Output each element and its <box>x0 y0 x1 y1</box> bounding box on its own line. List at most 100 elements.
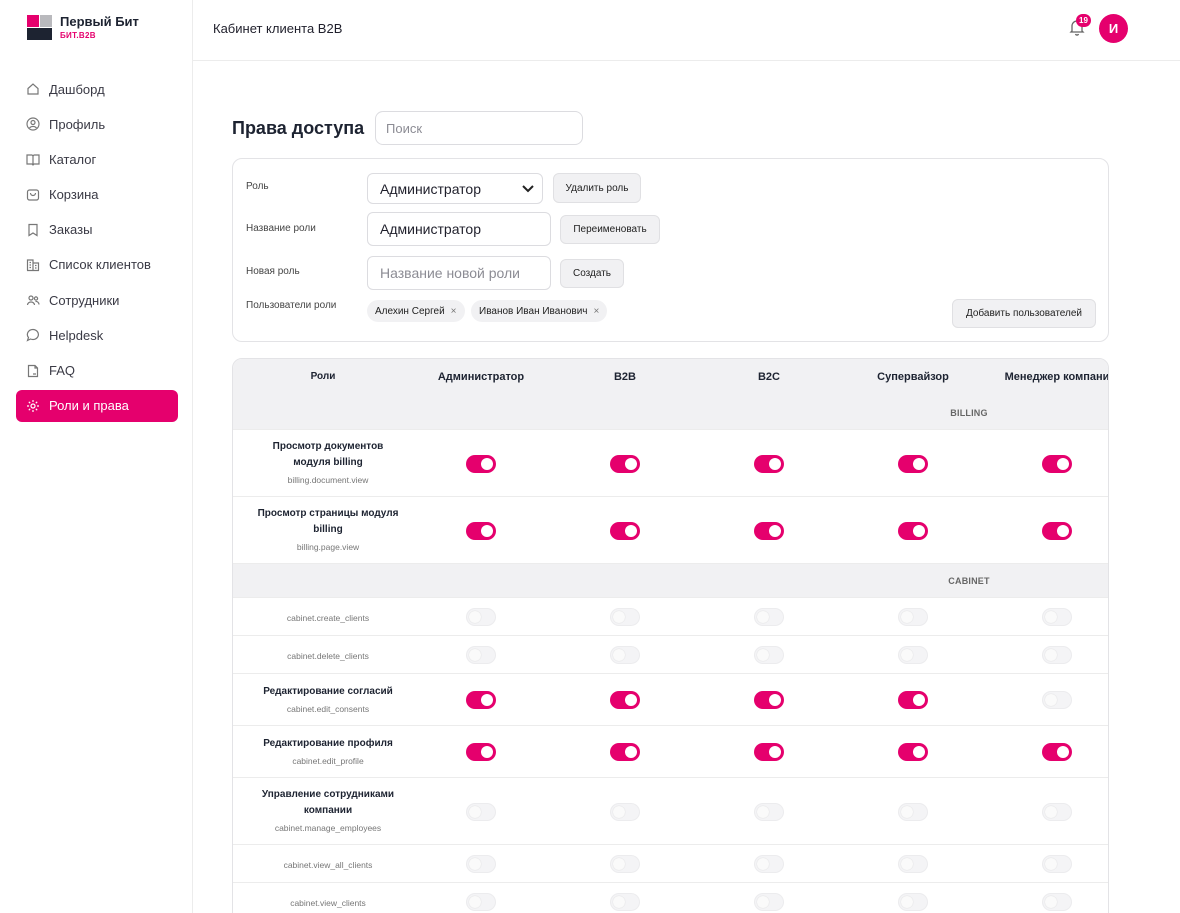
toggle-knob <box>901 858 913 870</box>
close-icon[interactable]: × <box>593 305 600 317</box>
table-row: Просмотр страницы модуля billing billing.… <box>233 497 1108 564</box>
permission-toggle[interactable] <box>610 855 640 873</box>
permission-toggle[interactable] <box>1042 522 1072 540</box>
permission-toggle[interactable] <box>754 691 784 709</box>
permission-toggle[interactable] <box>1042 743 1072 761</box>
permission-toggle[interactable] <box>754 646 784 664</box>
toggle-knob <box>757 611 769 623</box>
user-chip[interactable]: Иванов Иван Иванович × <box>471 300 608 322</box>
sidebar-item-catalog[interactable]: Каталог <box>16 143 178 175</box>
toggle-knob <box>481 458 493 470</box>
toggle-knob <box>469 896 481 908</box>
sidebar-item-cart[interactable]: Корзина <box>16 179 178 211</box>
permission-toggle[interactable] <box>466 455 496 473</box>
permission-toggle[interactable] <box>754 608 784 626</box>
permission-code: cabinet.edit_profile <box>292 756 364 766</box>
user-chip[interactable]: Алехин Сергей × <box>367 300 465 322</box>
role-name-field[interactable]: Администратор <box>367 212 551 246</box>
permission-toggle[interactable] <box>466 743 496 761</box>
sidebar-item-orders[interactable]: Заказы <box>16 214 178 246</box>
toggle-knob <box>913 746 925 758</box>
sidebar-item-roles[interactable]: Роли и права <box>16 389 178 422</box>
top-header: Кабинет клиента B2B 19 И <box>193 0 1180 61</box>
toggle-knob <box>481 694 493 706</box>
brand-logo[interactable]: Первый Бит БИТ.B2B <box>27 15 139 40</box>
rename-button[interactable]: Переименовать <box>560 215 660 244</box>
permission-toggle[interactable] <box>1042 455 1072 473</box>
add-users-button[interactable]: Добавить пользователей <box>952 299 1096 328</box>
permission-toggle[interactable] <box>898 522 928 540</box>
toggle-knob <box>1057 525 1069 537</box>
permissions-table: Роли Администратор B2B B2C Супервайзор Менедж… <box>232 358 1109 913</box>
create-role-button[interactable]: Создать <box>560 259 624 288</box>
permission-toggle[interactable] <box>610 803 640 821</box>
sidebar: Первый Бит БИТ.B2B Дашборд Профиль Каталог… <box>0 0 193 913</box>
permission-toggle[interactable] <box>610 646 640 664</box>
permission-toggle[interactable] <box>466 855 496 873</box>
sidebar-item-faq[interactable]: FAQ <box>16 355 178 387</box>
permission-toggle[interactable] <box>466 691 496 709</box>
permission-cell: cabinet.view_all_clients <box>238 856 418 873</box>
permission-toggle[interactable] <box>1042 855 1072 873</box>
toggle-knob <box>757 858 769 870</box>
permission-toggle[interactable] <box>898 608 928 626</box>
permission-toggle[interactable] <box>466 608 496 626</box>
toggle-knob <box>613 806 625 818</box>
sidebar-item-label: Helpdesk <box>49 327 104 343</box>
permission-toggle[interactable] <box>610 522 640 540</box>
permission-toggle[interactable] <box>610 608 640 626</box>
permission-name: Редактирование профиля <box>263 738 393 749</box>
permission-toggle[interactable] <box>466 646 496 664</box>
sidebar-item-dashboard[interactable]: Дашборд <box>16 73 178 105</box>
toggle-knob <box>1045 806 1057 818</box>
permission-toggle[interactable] <box>754 855 784 873</box>
sidebar-item-employees[interactable]: Сотрудники <box>16 284 178 316</box>
delete-role-button[interactable]: Удалить роль <box>553 173 641 203</box>
permission-toggle[interactable] <box>898 691 928 709</box>
permission-code: billing.document.view <box>287 475 369 485</box>
sidebar-item-profile[interactable]: Профиль <box>16 108 178 140</box>
permission-code: cabinet.manage_employees <box>274 823 382 833</box>
sidebar-item-label: Список клиентов <box>49 257 151 273</box>
permission-toggle[interactable] <box>754 803 784 821</box>
permission-toggle[interactable] <box>754 455 784 473</box>
permission-toggle[interactable] <box>754 893 784 911</box>
permission-toggle[interactable] <box>466 893 496 911</box>
section-label: BILLING <box>950 408 988 418</box>
permission-toggle[interactable] <box>1042 691 1072 709</box>
permission-toggle[interactable] <box>1042 893 1072 911</box>
search-input[interactable] <box>375 111 583 145</box>
permission-toggle[interactable] <box>610 455 640 473</box>
sidebar-nav: Дашборд Профиль Каталог Корзина Заказы Список… <box>16 73 178 425</box>
permission-toggle[interactable] <box>466 522 496 540</box>
sidebar-item-clients[interactable]: Список клиентов <box>16 249 178 281</box>
permission-toggle[interactable] <box>898 803 928 821</box>
permission-toggle[interactable] <box>898 893 928 911</box>
permission-toggle[interactable] <box>898 855 928 873</box>
toggle-knob <box>469 611 481 623</box>
permission-toggle[interactable] <box>898 455 928 473</box>
permission-toggle[interactable] <box>610 743 640 761</box>
permission-toggle[interactable] <box>610 893 640 911</box>
avatar[interactable]: И <box>1099 14 1128 43</box>
table-row: cabinet.view_all_clients <box>233 845 1108 883</box>
toggle-knob <box>469 858 481 870</box>
permission-toggle[interactable] <box>1042 646 1072 664</box>
permission-toggle[interactable] <box>898 743 928 761</box>
page-title: Права доступа <box>232 118 365 138</box>
permission-toggle[interactable] <box>1042 608 1072 626</box>
permission-toggle[interactable] <box>754 743 784 761</box>
permission-toggle[interactable] <box>610 691 640 709</box>
toggle-knob <box>901 806 913 818</box>
permission-toggle[interactable] <box>898 646 928 664</box>
user-chip-label: Алехин Сергей <box>375 305 445 317</box>
permission-toggle[interactable] <box>754 522 784 540</box>
close-icon[interactable]: × <box>450 305 457 317</box>
sidebar-item-helpdesk[interactable]: Helpdesk <box>16 319 178 351</box>
new-role-field[interactable]: Название новой роли <box>367 256 551 290</box>
permission-name: Просмотр страницы модуля billing <box>257 508 399 535</box>
role-select[interactable]: Администратор <box>367 173 543 204</box>
permission-toggle[interactable] <box>466 803 496 821</box>
permission-toggle[interactable] <box>1042 803 1072 821</box>
toggle-knob <box>901 896 913 908</box>
